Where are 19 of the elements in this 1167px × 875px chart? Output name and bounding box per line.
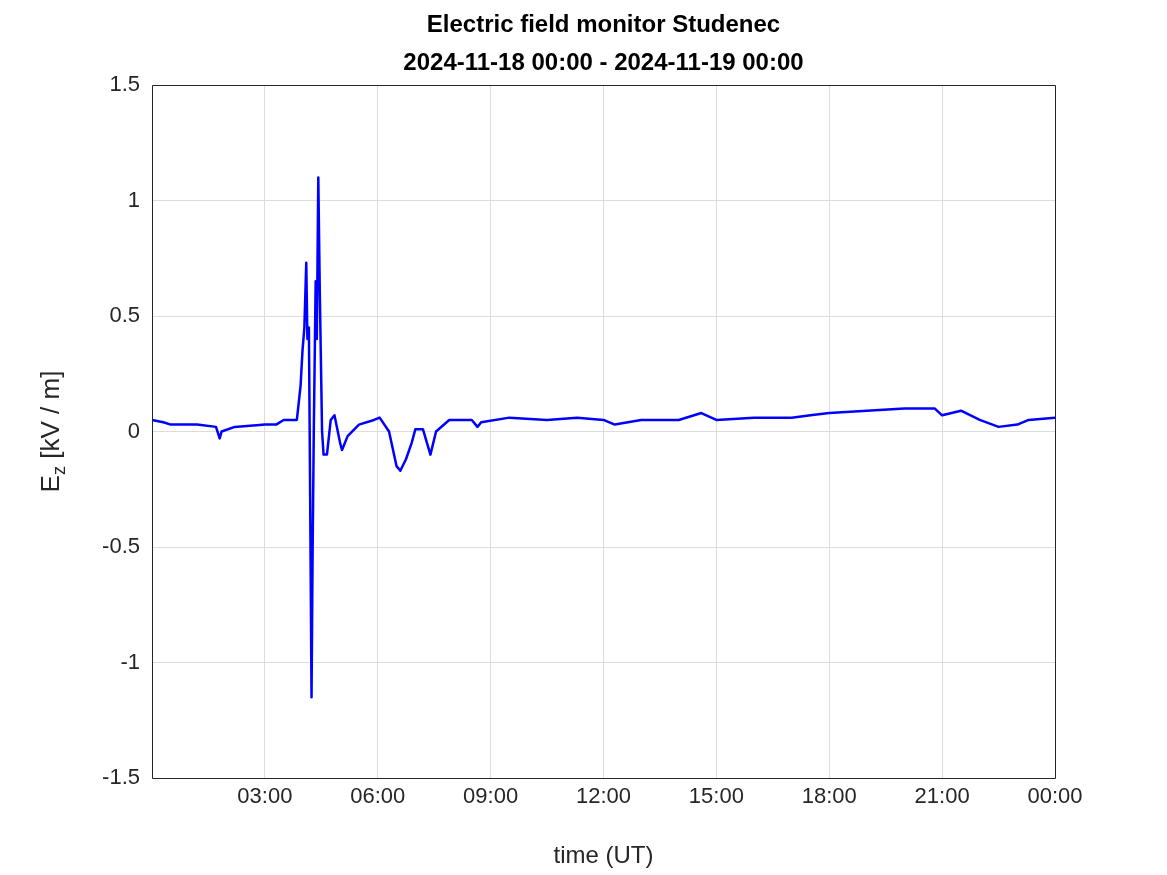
- x-tick-label: 21:00: [914, 783, 970, 809]
- x-tick-label: 15:00: [688, 783, 744, 809]
- y-tick-label: -0.5: [102, 533, 140, 559]
- y-tick-label: 0.5: [109, 302, 140, 328]
- x-tick-label: 12:00: [575, 783, 632, 809]
- y-tick-label: 0: [127, 417, 140, 443]
- y-tick-label: -1: [120, 648, 140, 674]
- y-tick-label: -1.5: [102, 764, 140, 790]
- y-tick-label: 1: [127, 186, 140, 212]
- y-axis-title: Ez [kV / m]: [35, 370, 69, 493]
- x-tick-label: 06:00: [350, 783, 406, 809]
- x-axis-title: time (UT): [553, 841, 654, 869]
- x-tick-label: 18:00: [801, 783, 857, 809]
- chart-subtitle: 2024-11-18 00:00 - 2024-11-19 00:00: [403, 47, 804, 75]
- x-tick-label: 00:00: [1027, 783, 1083, 809]
- y-tick-label: 1.5: [109, 71, 140, 97]
- x-tick-label: 03:00: [237, 783, 293, 809]
- chart-title: Electric field monitor Studenec: [426, 9, 781, 37]
- x-tick-label: 09:00: [463, 783, 519, 809]
